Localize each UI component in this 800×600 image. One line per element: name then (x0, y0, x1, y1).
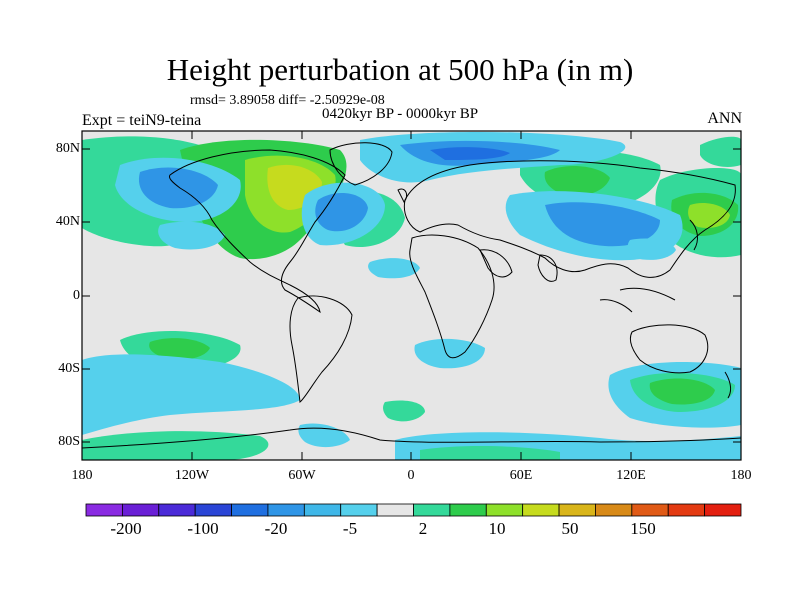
field-arctic-blue-3 (430, 147, 510, 160)
colorbar-label-7: 50 (561, 519, 579, 538)
coast-new-zealand (724, 371, 732, 399)
coast-antarctica (82, 427, 741, 449)
lat-label-80s: 80S (58, 434, 80, 449)
coast-india (537, 254, 558, 282)
coast-africa (409, 234, 495, 359)
field-wpac-blue (627, 238, 676, 260)
coast-arabia (479, 249, 513, 278)
colorbar-swatch (158, 503, 196, 517)
colorbar-label-3: -20 (264, 519, 288, 538)
colorbar-label-2: -100 (187, 519, 219, 538)
colorbar-label-6: 10 (488, 519, 506, 538)
colorbar-swatch (667, 503, 706, 517)
axis-ticks (82, 131, 741, 460)
colorbar-swatch (267, 503, 305, 517)
colorbar-swatch (631, 503, 669, 517)
field-south-ocean-blue (82, 354, 300, 435)
field-safrica-blue (414, 338, 485, 369)
contour-fields (82, 131, 741, 460)
colorbar-swatch (340, 503, 378, 517)
lon-label-60e: 60E (509, 468, 533, 483)
colorbar-swatch (413, 503, 451, 517)
coast-greenland (329, 142, 393, 186)
field-antarctic-green (82, 431, 269, 460)
field-asia-blue-2 (545, 202, 660, 247)
field-sind-green-2 (649, 378, 715, 405)
colorbar-swatch (85, 503, 123, 517)
coast-uk (397, 188, 408, 203)
colorbar-swatch (231, 503, 269, 517)
coastlines (82, 142, 741, 449)
colorbar (85, 503, 742, 517)
coast-australia (629, 324, 709, 374)
lat-label-0: 0 (73, 288, 80, 303)
colorbar-swatch (376, 503, 414, 517)
colorbar-swatch (558, 503, 596, 517)
coast-eurasia (403, 160, 736, 278)
lon-label-60w: 60W (288, 468, 316, 483)
field-siberia-green-2 (544, 166, 610, 196)
field-nwpac-yellowgreen (688, 203, 730, 228)
period-label: 0420kyr BP - 0000kyr BP (322, 106, 479, 122)
field-npac-blue-2 (138, 167, 218, 209)
field-spac-green-2 (149, 338, 210, 360)
colorbar-swatch (121, 503, 160, 517)
colorbar-swatch (522, 503, 560, 517)
colorbar-label-1: -200 (110, 519, 142, 538)
lat-label-40s: 40S (58, 361, 80, 376)
field-npac-blue-3 (158, 221, 225, 250)
season-label: ANN (707, 110, 742, 127)
colorbar-swatch (485, 503, 524, 517)
experiment-label: Expt = teiN9-teina (82, 112, 202, 129)
field-pac-edge-green (700, 136, 741, 167)
coast-south-america (289, 295, 353, 403)
lon-label-180e: 180 (730, 468, 752, 483)
lon-label-120w: 120W (174, 468, 210, 483)
coast-japan (689, 219, 698, 251)
colorbar-swatch (194, 503, 232, 517)
lon-label-180w: 180 (71, 468, 93, 483)
lat-label-80n: 80N (55, 141, 80, 156)
stats-text: rmsd= 3.89058 diff= -2.50929e-08 (190, 93, 385, 108)
lon-label-120e: 120E (616, 468, 646, 483)
field-antarctic-green-2 (420, 446, 560, 460)
colorbar-label-8: 150 (630, 519, 656, 538)
coast-indonesia (599, 287, 676, 313)
coast-north-america (169, 149, 346, 314)
colorbar-swatch (704, 503, 742, 517)
colorbar-label-5: 2 (418, 519, 428, 538)
colorbar-swatch (303, 503, 342, 517)
page-title: Height perturbation at 500 hPa (in m) (166, 52, 634, 87)
lon-label-0: 0 (407, 468, 415, 483)
colorbar-swatch (595, 503, 633, 517)
field-atl-blue-2 (315, 193, 368, 232)
field-atl-blue-small (368, 258, 420, 279)
field-so-green-small (383, 400, 425, 422)
colorbar-label-4: -5 (342, 519, 358, 538)
colorbar-swatch (449, 503, 487, 517)
lat-label-40n: 40N (55, 214, 80, 229)
